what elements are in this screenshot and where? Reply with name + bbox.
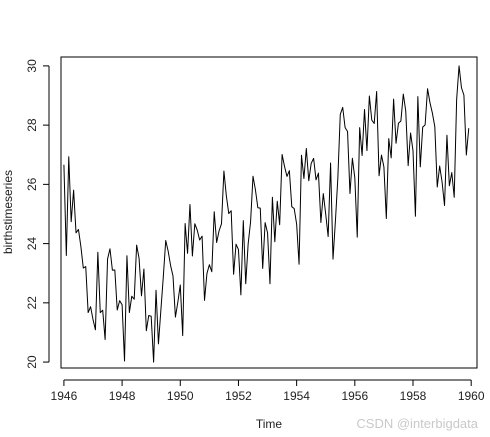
y-tick-label: 22	[25, 296, 39, 310]
y-tick-label: 26	[25, 177, 39, 191]
x-tick-label: 1950	[167, 389, 194, 403]
series-line	[63, 65, 470, 363]
watermark-text: CSDN @interbigdata	[356, 416, 478, 431]
x-axis-title: Time	[256, 417, 283, 431]
y-tick-label: 28	[25, 118, 39, 132]
y-tick-label: 24	[25, 237, 39, 251]
x-tick-label: 1952	[225, 389, 252, 403]
x-tick-label: 1956	[341, 389, 368, 403]
x-tick-label: 1948	[109, 389, 136, 403]
y-tick-label: 20	[25, 355, 39, 369]
y-axis-title: birthstimeseries	[1, 170, 15, 254]
x-tick-label: 1946	[51, 389, 78, 403]
x-axis: 1946 1948 1950 1952 1954 1956 1958 1960	[51, 379, 485, 403]
plot-box	[60, 56, 478, 369]
y-tick-label: 30	[25, 59, 39, 73]
x-tick-label: 1960	[458, 389, 485, 403]
y-axis: 20 22 24 26 28 30	[25, 59, 50, 369]
x-tick-label: 1954	[283, 389, 310, 403]
x-tick-label: 1958	[400, 389, 427, 403]
